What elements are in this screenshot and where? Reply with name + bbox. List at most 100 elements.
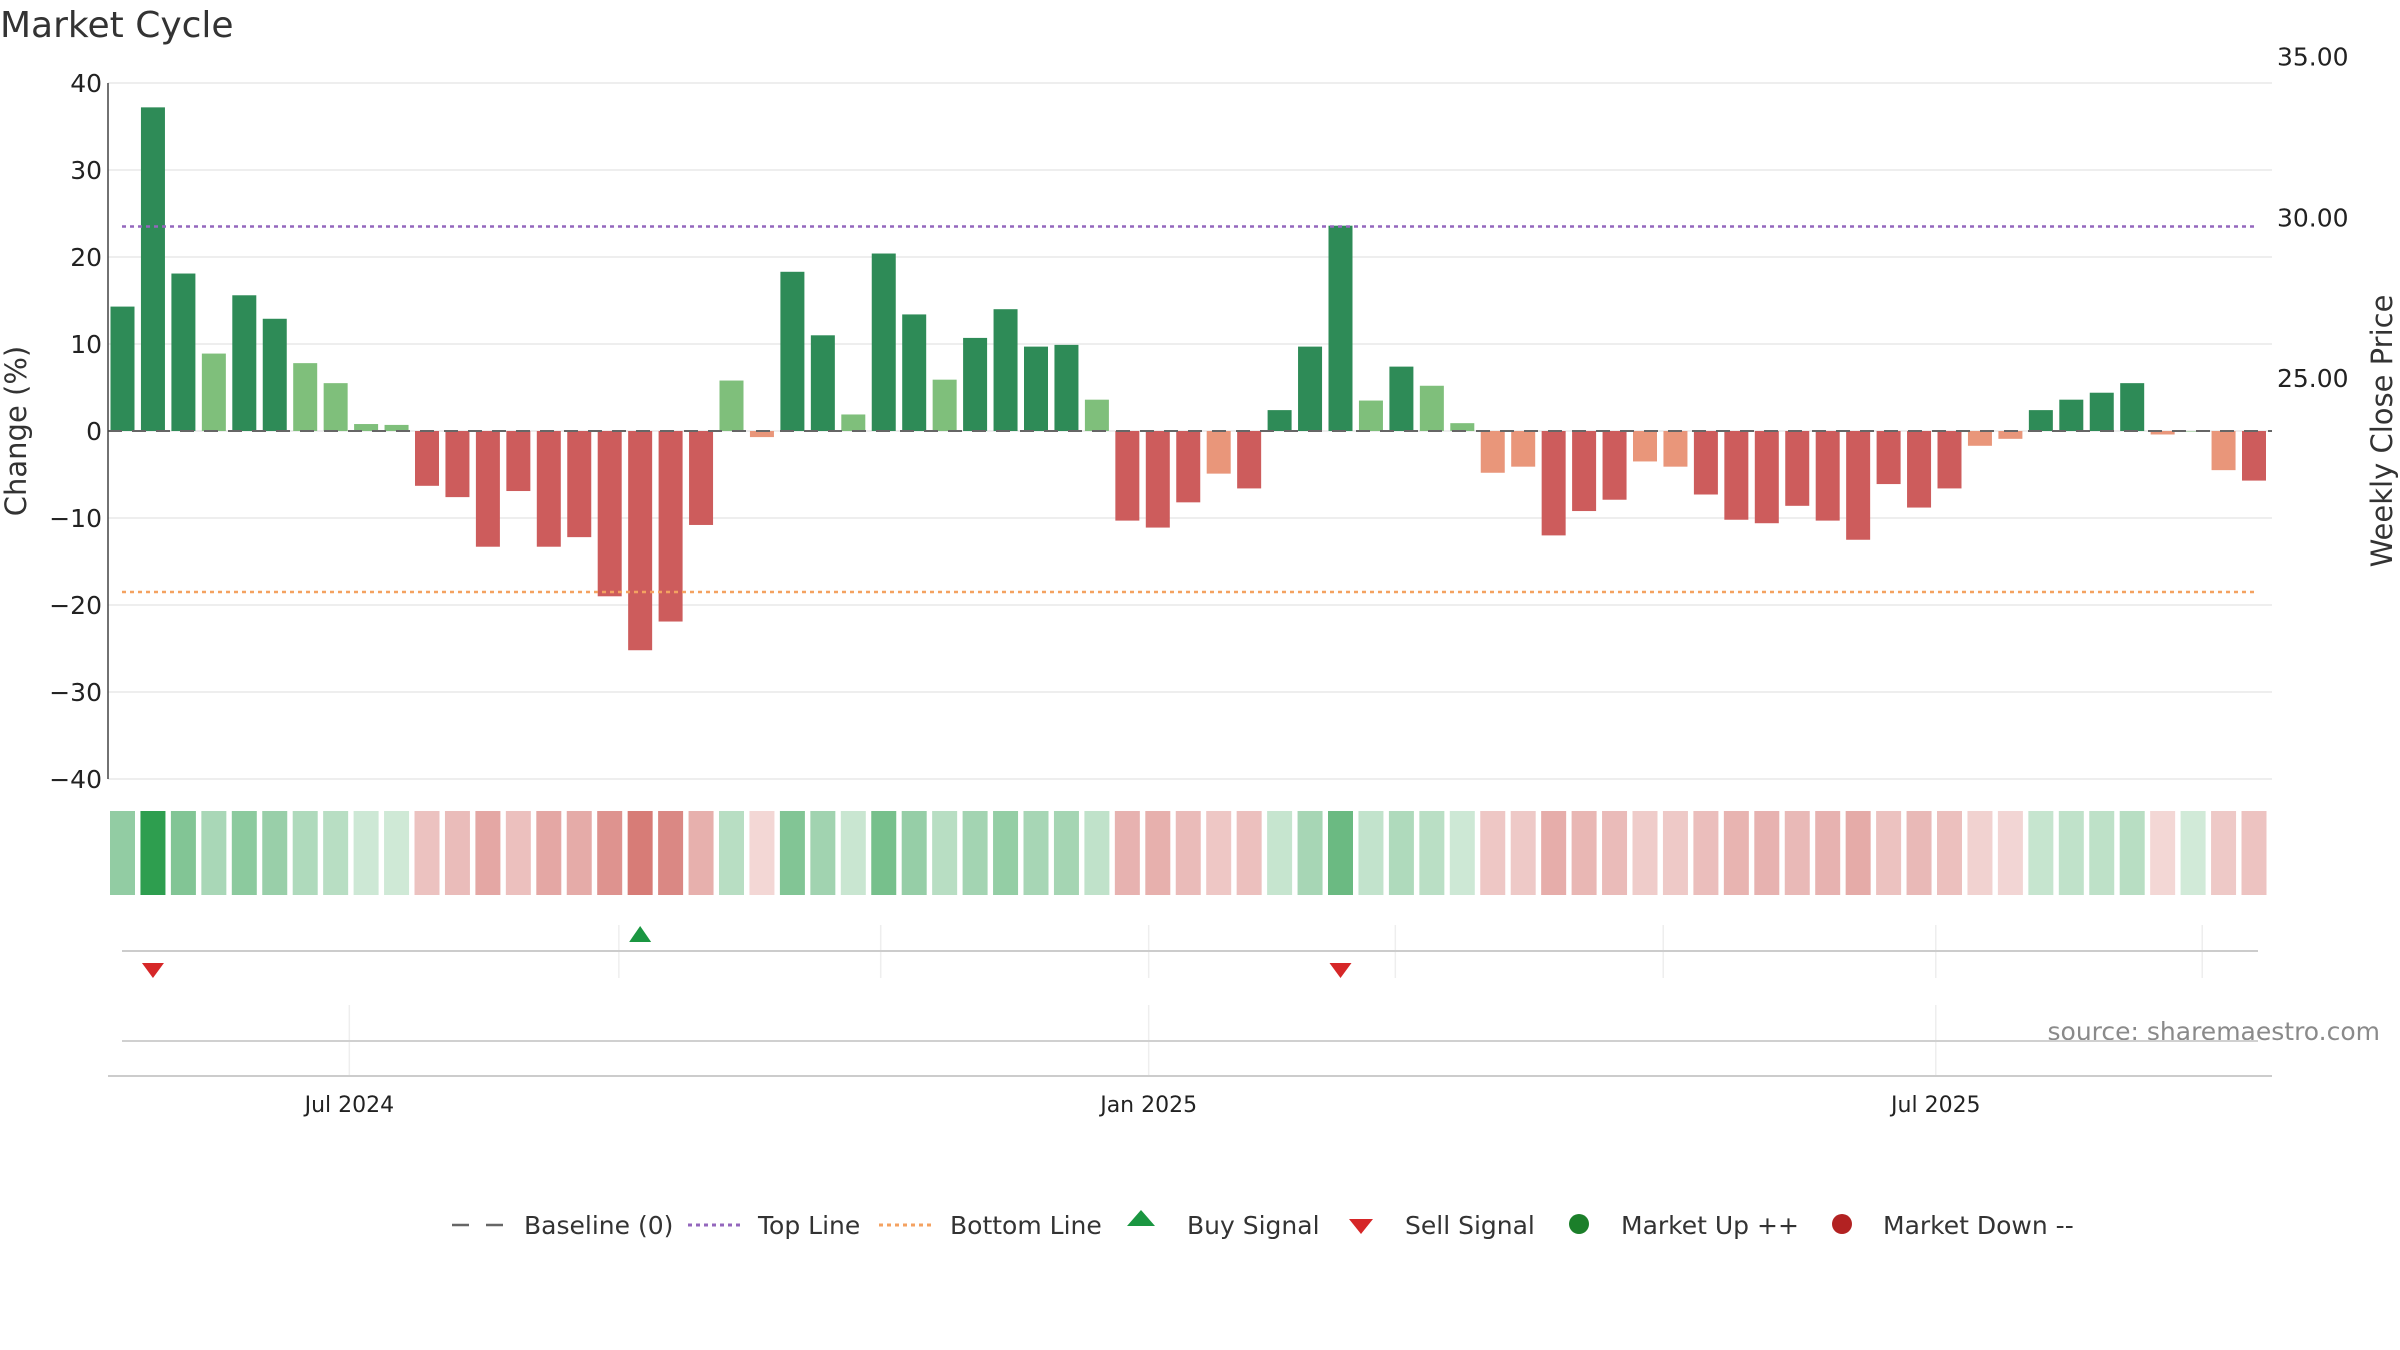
bar-week-1 bbox=[140, 107, 165, 432]
heat-cell-week-4 bbox=[231, 811, 257, 895]
heat-cell-week-58 bbox=[1876, 811, 1902, 895]
bar-week-8 bbox=[354, 424, 379, 431]
heat-cell-week-26 bbox=[901, 811, 927, 895]
bar-week-70 bbox=[2242, 431, 2266, 481]
bar-week-59 bbox=[1907, 431, 1932, 508]
heat-cell-week-42 bbox=[1388, 811, 1414, 895]
bar-week-13 bbox=[506, 431, 531, 492]
bar-week-11 bbox=[445, 431, 470, 498]
bar-week-41 bbox=[1358, 400, 1383, 431]
bar-week-37 bbox=[1237, 431, 1262, 489]
legend-label-2: Bottom Line bbox=[950, 1211, 1102, 1240]
y-tick-label-3: 10 bbox=[70, 330, 102, 359]
bar-week-3 bbox=[201, 353, 226, 431]
bar-week-64 bbox=[2059, 399, 2084, 431]
heat-cell-week-19 bbox=[688, 811, 714, 895]
bar-week-49 bbox=[1602, 431, 1627, 500]
bar-week-22 bbox=[780, 271, 805, 431]
bar-week-46 bbox=[1511, 431, 1536, 467]
x-tick-label-2: Jul 2025 bbox=[1889, 1093, 1981, 1118]
bar-week-6 bbox=[293, 363, 318, 431]
bar-week-42 bbox=[1389, 366, 1414, 431]
y-tick-label-8: −40 bbox=[49, 765, 102, 794]
y-tick-label-1: 30 bbox=[70, 156, 102, 185]
bar-week-34 bbox=[1145, 431, 1170, 528]
heat-cell-week-55 bbox=[1784, 811, 1810, 895]
heat-cell-week-62 bbox=[1997, 811, 2023, 895]
sell-signal-marker-2 bbox=[1329, 963, 1352, 978]
y-tick-label-0: 40 bbox=[70, 69, 102, 98]
bar-week-48 bbox=[1572, 431, 1597, 512]
heat-cell-week-34 bbox=[1145, 811, 1171, 895]
y-tick-label-5: −10 bbox=[49, 504, 102, 533]
bar-week-2 bbox=[171, 273, 196, 431]
heat-cell-week-28 bbox=[962, 811, 988, 895]
heat-cell-week-10 bbox=[414, 811, 440, 895]
heat-cell-week-38 bbox=[1267, 811, 1293, 895]
bar-week-26 bbox=[902, 314, 927, 431]
buy-signal-marker-1 bbox=[629, 926, 652, 942]
heat-cell-week-3 bbox=[201, 811, 227, 895]
heat-cell-week-33 bbox=[1114, 811, 1140, 895]
heat-cell-week-16 bbox=[597, 811, 623, 895]
legend-label-6: Market Down -- bbox=[1883, 1211, 2074, 1240]
heat-cell-week-50 bbox=[1632, 811, 1658, 895]
bar-week-67 bbox=[2150, 431, 2175, 435]
bar-week-53 bbox=[1724, 431, 1749, 520]
heat-cell-week-56 bbox=[1815, 811, 1841, 895]
x-axis: Jul 2024 Jan 2025 Jul 2025 bbox=[108, 1005, 2272, 1118]
heat-cell-week-46 bbox=[1510, 811, 1536, 895]
bar-week-68 bbox=[2181, 431, 2206, 432]
heat-cell-week-24 bbox=[840, 811, 866, 895]
bar-week-36 bbox=[1206, 431, 1231, 474]
bar-week-50 bbox=[1633, 431, 1657, 462]
heat-cell-week-68 bbox=[2180, 811, 2206, 895]
legend-label-5: Market Up ++ bbox=[1621, 1211, 1799, 1240]
heat-cell-week-9 bbox=[384, 811, 410, 895]
heat-cell-week-60 bbox=[1937, 811, 1962, 895]
change-bars bbox=[110, 107, 2266, 651]
legend-circle-icon-6 bbox=[1832, 1214, 1852, 1234]
bar-week-58 bbox=[1876, 431, 1901, 485]
heat-cell-week-53 bbox=[1723, 811, 1749, 895]
y-axis-label: Change (%) bbox=[0, 346, 33, 516]
heat-cell-week-40 bbox=[1328, 811, 1353, 895]
y2-tick-label-1: 35.00 bbox=[2277, 43, 2349, 72]
heat-cell-week-37 bbox=[1236, 811, 1262, 895]
heat-cell-week-54 bbox=[1754, 811, 1780, 895]
heat-cell-week-14 bbox=[536, 811, 562, 895]
heat-cell-week-27 bbox=[932, 811, 958, 895]
heat-strip bbox=[110, 811, 2267, 895]
bar-week-14 bbox=[536, 431, 561, 547]
bar-week-10 bbox=[415, 431, 439, 486]
heat-cell-week-70 bbox=[2241, 811, 2267, 895]
heat-cell-week-57 bbox=[1845, 811, 1871, 895]
heat-cell-week-8 bbox=[353, 811, 379, 895]
heat-cell-week-25 bbox=[871, 811, 897, 895]
bar-week-4 bbox=[232, 295, 257, 431]
bar-week-7 bbox=[323, 383, 348, 431]
bar-week-51 bbox=[1663, 431, 1688, 467]
bar-week-63 bbox=[2028, 410, 2053, 431]
y-tick-label-6: −20 bbox=[49, 591, 102, 620]
heat-cell-week-45 bbox=[1480, 811, 1506, 895]
heat-cell-week-35 bbox=[1175, 811, 1201, 895]
bar-week-55 bbox=[1785, 431, 1810, 506]
bar-week-21 bbox=[749, 431, 774, 438]
bar-week-52 bbox=[1693, 431, 1718, 495]
y-tick-label-4: 0 bbox=[86, 417, 102, 446]
bar-week-24 bbox=[841, 414, 866, 431]
heat-cell-week-69 bbox=[2211, 811, 2237, 895]
bar-week-38 bbox=[1267, 410, 1292, 431]
bar-week-5 bbox=[262, 318, 287, 431]
heat-cell-week-39 bbox=[1297, 811, 1323, 895]
y2-tick-label-3: 25.00 bbox=[2277, 364, 2349, 393]
gridlines bbox=[108, 82, 2272, 780]
bar-week-25 bbox=[871, 253, 896, 431]
bar-week-45 bbox=[1480, 431, 1505, 473]
bar-week-61 bbox=[1967, 431, 1992, 446]
heat-cell-week-49 bbox=[1602, 811, 1628, 895]
heat-cell-week-66 bbox=[2119, 811, 2145, 895]
legend-circle-icon-5 bbox=[1569, 1214, 1589, 1234]
